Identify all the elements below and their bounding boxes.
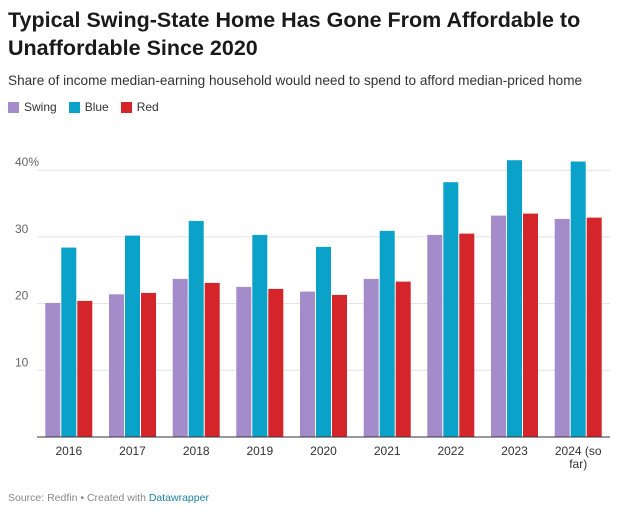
datawrapper-link[interactable]: Datawrapper: [148, 492, 209, 504]
x-tick-label: 2021: [374, 444, 401, 458]
legend-swatch-blue: [68, 101, 80, 113]
x-axis-labels: 2016 2017 2018 2019 2020 2021 2022 2023 2024 (so…: [55, 444, 601, 471]
chart-subtitle: Share of income median-earning household…: [8, 73, 583, 88]
bar-swing[interactable]: [363, 278, 379, 437]
x-tick-label: 2018: [183, 444, 210, 458]
legend-swatch-red: [120, 101, 132, 113]
bar-swing[interactable]: [300, 291, 315, 437]
bar-blue[interactable]: [316, 246, 331, 437]
bar-blue[interactable]: [188, 220, 204, 437]
bar-red[interactable]: [586, 217, 602, 437]
x-tick-label: 2020: [310, 444, 337, 458]
bar-swing[interactable]: [427, 234, 443, 437]
legend-item-swing: Swing: [8, 100, 57, 114]
y-tick-label: 40%: [15, 155, 39, 169]
bar-red[interactable]: [77, 300, 93, 437]
bar-swing[interactable]: [554, 218, 570, 437]
y-tick-label: 10: [15, 355, 29, 369]
bar-red[interactable]: [523, 213, 538, 437]
bar-red[interactable]: [268, 288, 284, 437]
bar-swing[interactable]: [172, 278, 188, 437]
x-tick-label: 2023: [501, 444, 528, 458]
legend-label-red: Red: [136, 100, 159, 114]
legend-swatch-swing: [8, 101, 19, 113]
bar-red[interactable]: [141, 292, 156, 437]
bars-layer: [45, 160, 602, 438]
bar-red[interactable]: [395, 281, 411, 437]
legend-label-swing: Swing: [24, 100, 57, 114]
bar-blue[interactable]: [507, 160, 522, 437]
y-tick-label: 30: [15, 222, 29, 236]
bar-red[interactable]: [459, 233, 475, 437]
bar-red[interactable]: [332, 294, 347, 437]
bar-red[interactable]: [204, 282, 220, 437]
legend-item-blue: Blue: [68, 100, 109, 114]
legend-item-red: Red: [120, 100, 159, 114]
x-tick-label: 2019: [246, 444, 273, 458]
source-text: Source: Redfin • Created with: [8, 492, 149, 504]
x-tick-label: 2017: [119, 444, 146, 458]
bar-swing[interactable]: [491, 215, 506, 437]
bar-blue[interactable]: [252, 234, 268, 437]
x-tick-label: 2022: [437, 444, 464, 458]
bar-blue[interactable]: [570, 161, 586, 438]
bar-blue[interactable]: [443, 182, 459, 437]
bar-swing[interactable]: [109, 294, 124, 437]
x-tick-label: 2016: [55, 444, 82, 458]
bar-blue[interactable]: [125, 235, 140, 437]
bar-blue[interactable]: [379, 230, 395, 437]
legend: Swing Blue Red: [8, 100, 159, 114]
source-footer: Source: Redfin • Created with Datawrappe…: [8, 492, 209, 504]
chart-title: Typical Swing-State Home Has Gone From A…: [8, 8, 581, 60]
x-tick-label: 2024 (so far): [555, 444, 602, 471]
bar-swing[interactable]: [236, 286, 252, 437]
bar-swing[interactable]: [45, 302, 61, 437]
y-tick-label: 20: [15, 289, 29, 303]
bar-blue[interactable]: [61, 247, 77, 437]
legend-label-blue: Blue: [84, 100, 109, 114]
